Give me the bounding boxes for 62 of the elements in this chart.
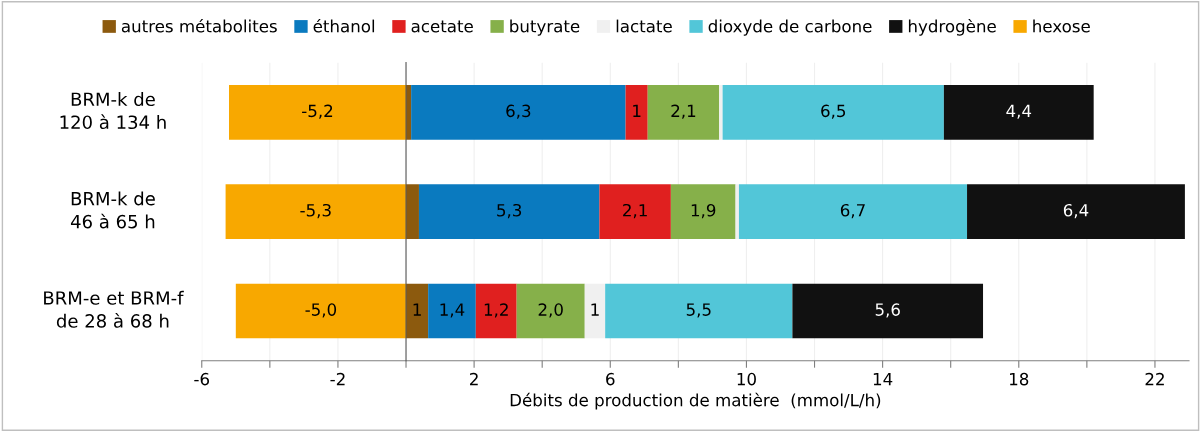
bar bbox=[719, 85, 723, 140]
data-label: 1 bbox=[591, 303, 599, 316]
legend-label: éthanol bbox=[313, 18, 375, 33]
data-label: 1,4 bbox=[440, 303, 465, 318]
legend-label: lactate bbox=[616, 19, 672, 33]
data-label: 1,2 bbox=[484, 303, 508, 318]
bar bbox=[605, 283, 793, 339]
bar bbox=[406, 184, 419, 239]
y-tick-label: BRM-k de 46 à 65 h bbox=[70, 191, 155, 229]
data-label: 6,5 bbox=[821, 104, 846, 119]
data-label: -5,3 bbox=[300, 203, 331, 219]
bar bbox=[225, 184, 407, 239]
data-label: 5,5 bbox=[686, 303, 711, 318]
data-label: 6,4 bbox=[1063, 203, 1089, 219]
legend-label: autres métabolites bbox=[121, 18, 277, 33]
y-tick-label: BRM-e et BRM-f de 28 à 68 h bbox=[44, 290, 184, 328]
bar bbox=[475, 283, 517, 339]
bar bbox=[647, 85, 720, 140]
y-tick-label: BRM-k de 120 à 134 h bbox=[60, 92, 166, 130]
bar bbox=[516, 283, 585, 339]
legend-label: hexose bbox=[1033, 19, 1090, 33]
x-tick-label: 10 bbox=[737, 372, 756, 386]
legend-label: acetate bbox=[411, 20, 473, 33]
bar bbox=[418, 184, 600, 239]
bar bbox=[625, 85, 648, 140]
x-tick-label: -6 bbox=[194, 372, 210, 386]
bar bbox=[943, 85, 1094, 140]
bar bbox=[792, 283, 984, 339]
bar bbox=[235, 283, 407, 339]
bar bbox=[722, 85, 944, 140]
x-tick-label: 14 bbox=[873, 373, 893, 386]
legend-label: butyrate bbox=[510, 19, 580, 36]
data-label: 5,3 bbox=[497, 203, 522, 219]
data-label: 6,7 bbox=[840, 203, 865, 219]
data-label: 1,9 bbox=[691, 203, 716, 219]
x-tick-label: -2 bbox=[330, 372, 345, 386]
bar bbox=[967, 184, 1185, 239]
data-label: 5,6 bbox=[875, 303, 900, 318]
x-tick-label: 6 bbox=[606, 372, 615, 386]
data-label: 2,0 bbox=[538, 303, 563, 318]
data-label: 1 bbox=[413, 303, 421, 316]
data-label: -5,0 bbox=[305, 303, 337, 318]
bar bbox=[584, 283, 606, 339]
x-tick-label: 18 bbox=[1010, 372, 1029, 386]
x-axis-title: Débits de production de matière (mmol/L/h) bbox=[510, 392, 881, 410]
x-tick-label: 2 bbox=[470, 372, 478, 386]
data-label: 2,1 bbox=[671, 104, 696, 119]
legend-label: hydrogène bbox=[908, 18, 996, 36]
x-tick-label: 22 bbox=[1145, 372, 1164, 386]
bar bbox=[229, 85, 407, 140]
bar bbox=[428, 283, 476, 339]
bar bbox=[411, 85, 626, 140]
bar bbox=[738, 184, 968, 239]
data-label: 6,3 bbox=[506, 104, 531, 119]
legend-label: dioxyde de carbone bbox=[708, 19, 872, 36]
bar bbox=[599, 184, 671, 239]
data-label: -5,2 bbox=[302, 104, 333, 119]
data-label: 4,4 bbox=[1006, 104, 1032, 119]
data-label: 2,1 bbox=[623, 203, 647, 219]
bar bbox=[406, 283, 429, 339]
bar bbox=[670, 184, 736, 239]
data-label: 1 bbox=[633, 104, 641, 117]
